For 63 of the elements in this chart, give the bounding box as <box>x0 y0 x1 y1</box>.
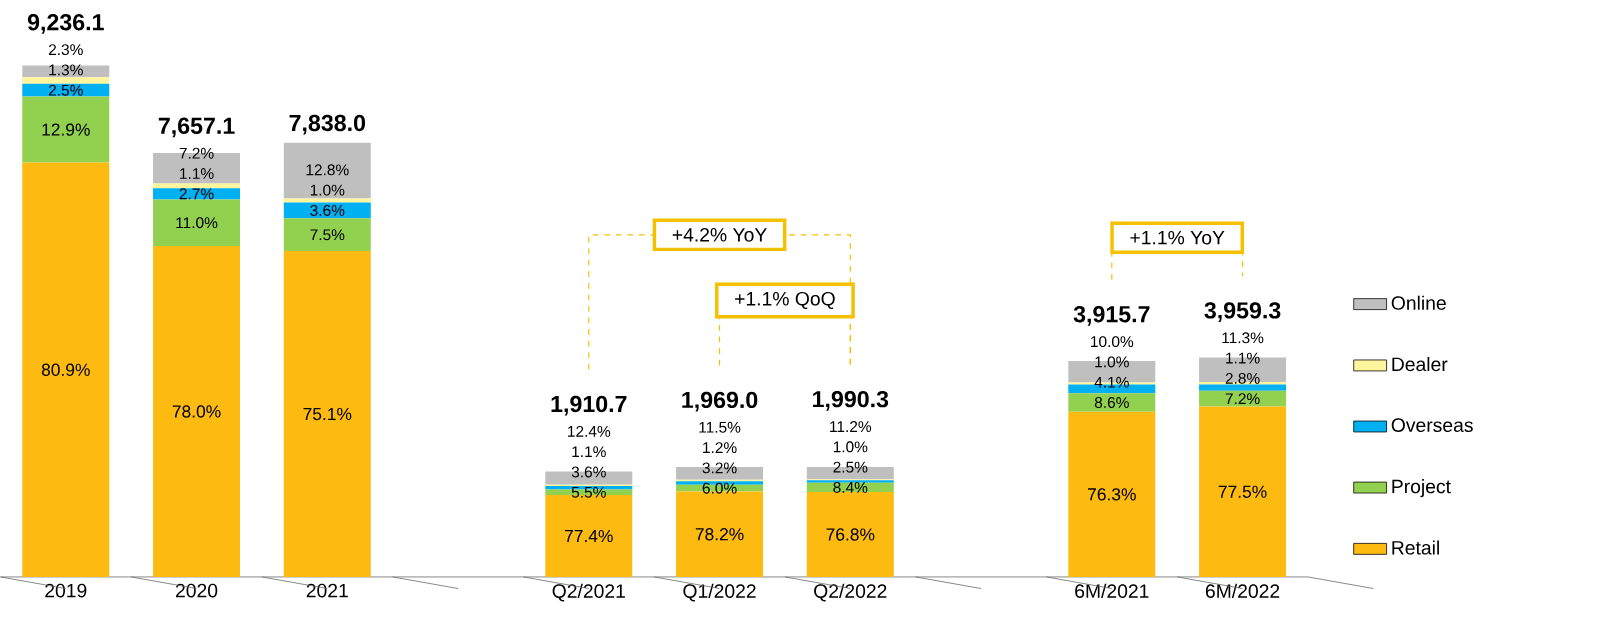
annotation: 11.0% <box>176 217 218 229</box>
x-tick-label: 6M/2022 <box>1205 583 1280 598</box>
annotation: 3,915.7 <box>1073 306 1150 326</box>
annotation: 8.6% <box>1094 397 1129 408</box>
annotation: 1.2% <box>703 442 737 454</box>
annotation: 75.1% <box>303 407 352 421</box>
text: 9,236.1 <box>27 14 104 34</box>
annotation: 76.8% <box>826 528 875 541</box>
x-tick-label: 6M/2021 <box>1075 583 1149 598</box>
annotation: +4.2% YoY <box>672 227 767 242</box>
x-tick-label: 2020 <box>176 583 218 598</box>
legend-label: Dealer <box>1392 357 1448 372</box>
annotation: 77.5% <box>1218 485 1267 498</box>
annotation: 76.3% <box>1088 488 1136 501</box>
x-tick-label: 2021 <box>306 583 348 598</box>
annotation: 3,959.3 <box>1204 302 1281 322</box>
annotation: 2.5% <box>48 84 83 96</box>
annotation: 1.0% <box>310 184 345 196</box>
annotation: 2.7% <box>179 188 214 200</box>
annotation: 1,990.3 <box>813 390 889 411</box>
x-tick-label: Q2/2022 <box>814 583 887 602</box>
annotation: 77.4% <box>565 529 613 543</box>
annotation: 3.2% <box>702 462 737 474</box>
x-tick-label: 2019 <box>45 583 87 598</box>
annotation: +1.1% YoY <box>1130 230 1225 245</box>
x-tick-label: Q1/2022 <box>683 583 756 602</box>
annotation: 10.0% <box>1091 336 1134 348</box>
annotation: 3.6% <box>571 466 606 478</box>
legend-label: Overseas <box>1391 418 1473 432</box>
annotation: 6.0% <box>702 482 737 494</box>
annotation: 1,910.7 <box>551 395 627 416</box>
annotation: 1.0% <box>833 441 868 453</box>
legend-label: Online <box>1391 295 1446 310</box>
annotation: 7.2% <box>179 147 214 159</box>
annotation: 7,657.1 <box>158 117 235 138</box>
annotation: 12.8% <box>306 164 349 176</box>
annotation: 2.5% <box>833 461 868 473</box>
annotation: 3.6% <box>310 204 345 216</box>
annotation: 7.2% <box>1225 393 1260 405</box>
annotation: 12.9% <box>42 123 90 136</box>
legend-label: Retail <box>1392 540 1439 555</box>
annotation: 5.5% <box>571 486 606 498</box>
x-tick-label: Q2/2021 <box>552 583 625 602</box>
annotation: 78.0% <box>172 405 221 418</box>
annotation: 11.3% <box>1222 332 1264 344</box>
annotation: 1,969.0 <box>682 391 758 412</box>
annotation: 78.2% <box>695 528 744 541</box>
annotation: +1.1% QoQ <box>735 291 835 310</box>
annotation: 2.8% <box>1225 372 1260 384</box>
annotation: 12.4% <box>568 425 611 437</box>
annotation: 11.5% <box>699 421 741 433</box>
annotation: 1.1% <box>572 446 606 458</box>
annotation: 11.2% <box>830 421 872 432</box>
annotation: 1.1% <box>180 168 214 179</box>
annotation: 8.4% <box>833 481 868 493</box>
text: 2.3% <box>48 44 83 56</box>
annotation: 1.3% <box>49 64 83 76</box>
annotation: 7.5% <box>310 229 345 241</box>
legend-label: Project <box>1392 479 1451 498</box>
annotation: 1.1% <box>1226 352 1260 364</box>
annotation: 80.9% <box>41 363 90 376</box>
annotation: 7,838.0 <box>289 114 366 135</box>
annotation: 1.0% <box>1095 356 1129 368</box>
